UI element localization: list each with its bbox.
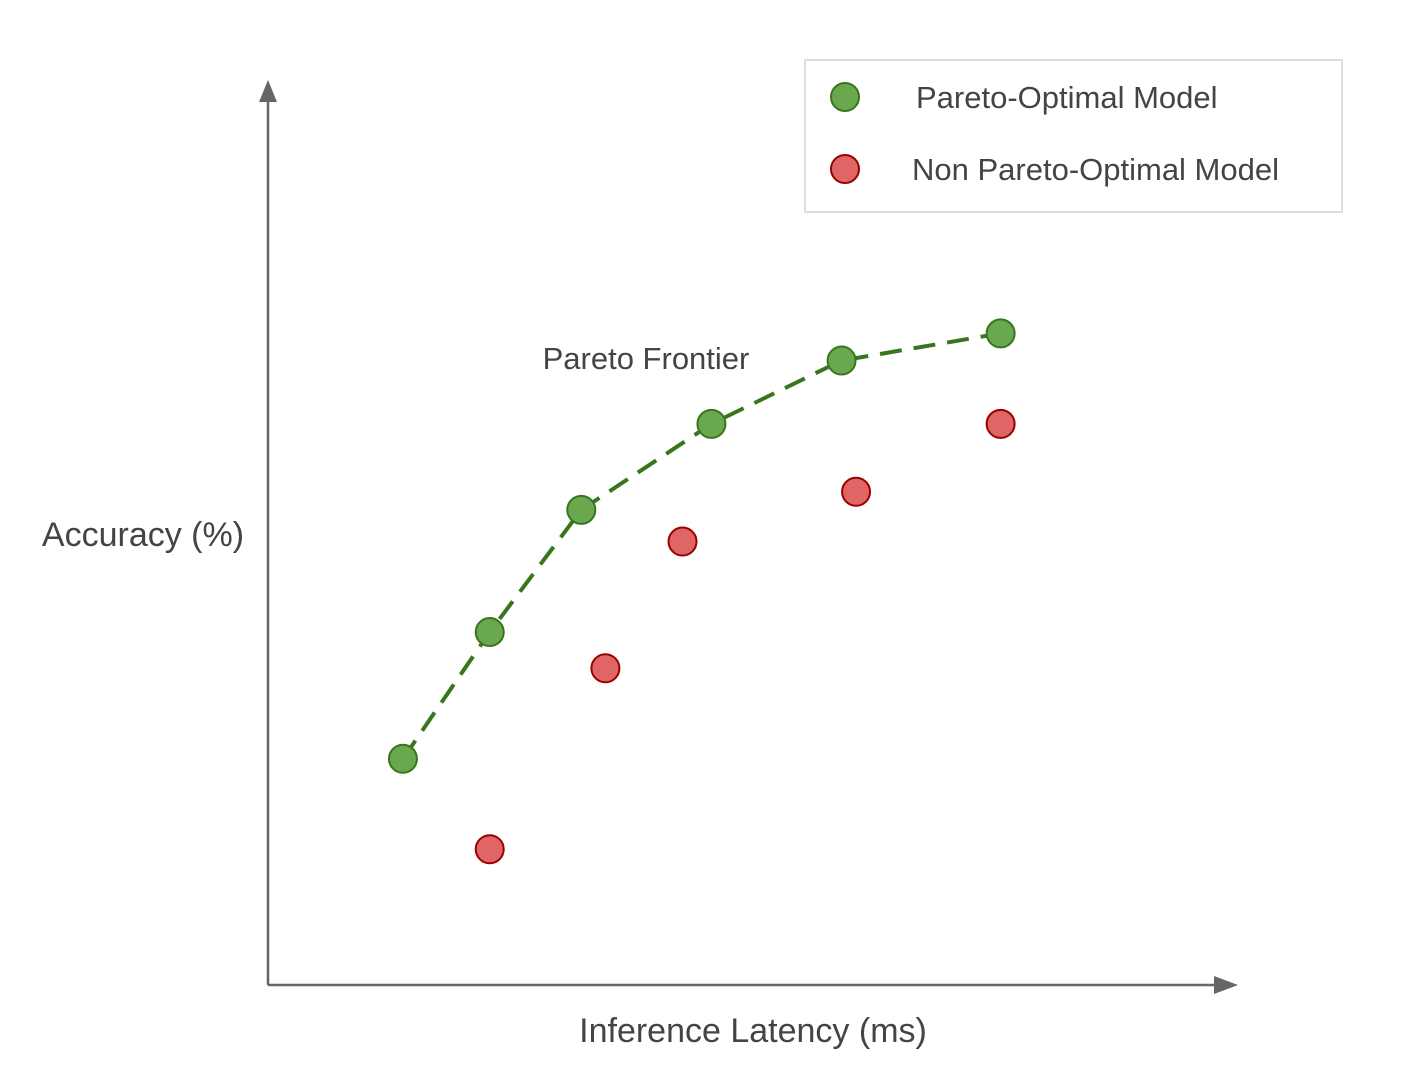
point-pareto-optimal-model-6 — [985, 318, 1016, 349]
point-non-pareto-optimal-model-4 — [841, 476, 872, 507]
series-layer — [387, 318, 1016, 865]
point-pareto-optimal-model-2 — [474, 617, 505, 648]
legend-label-non-pareto: Non Pareto-Optimal Model — [912, 152, 1279, 187]
point-pareto-optimal-model-4 — [696, 408, 727, 439]
point-pareto-optimal-model-5 — [826, 345, 857, 376]
point-non-pareto-optimal-model-1 — [474, 834, 505, 865]
legend-marker-pareto — [830, 82, 860, 112]
point-pareto-optimal-model-3 — [566, 494, 597, 525]
legend-label-pareto: Pareto-Optimal Model — [916, 80, 1218, 115]
pareto-frontier-annotation: Pareto Frontier — [543, 341, 750, 376]
pareto-frontier-line — [401, 331, 1001, 760]
legend-marker-non-pareto — [830, 154, 860, 184]
point-non-pareto-optimal-model-3 — [667, 526, 698, 557]
y-axis-label: Accuracy (%) — [42, 516, 244, 554]
point-non-pareto-optimal-model-5 — [985, 408, 1016, 439]
x-axis-arrow — [1214, 976, 1238, 994]
point-non-pareto-optimal-model-2 — [590, 653, 621, 684]
legend: Pareto-Optimal Model Non Pareto-Optimal … — [804, 59, 1343, 213]
x-axis-label: Inference Latency (ms) — [579, 1012, 927, 1050]
y-axis-arrow — [259, 80, 277, 102]
legend-box — [804, 59, 1343, 213]
point-pareto-optimal-model-1 — [387, 743, 418, 774]
